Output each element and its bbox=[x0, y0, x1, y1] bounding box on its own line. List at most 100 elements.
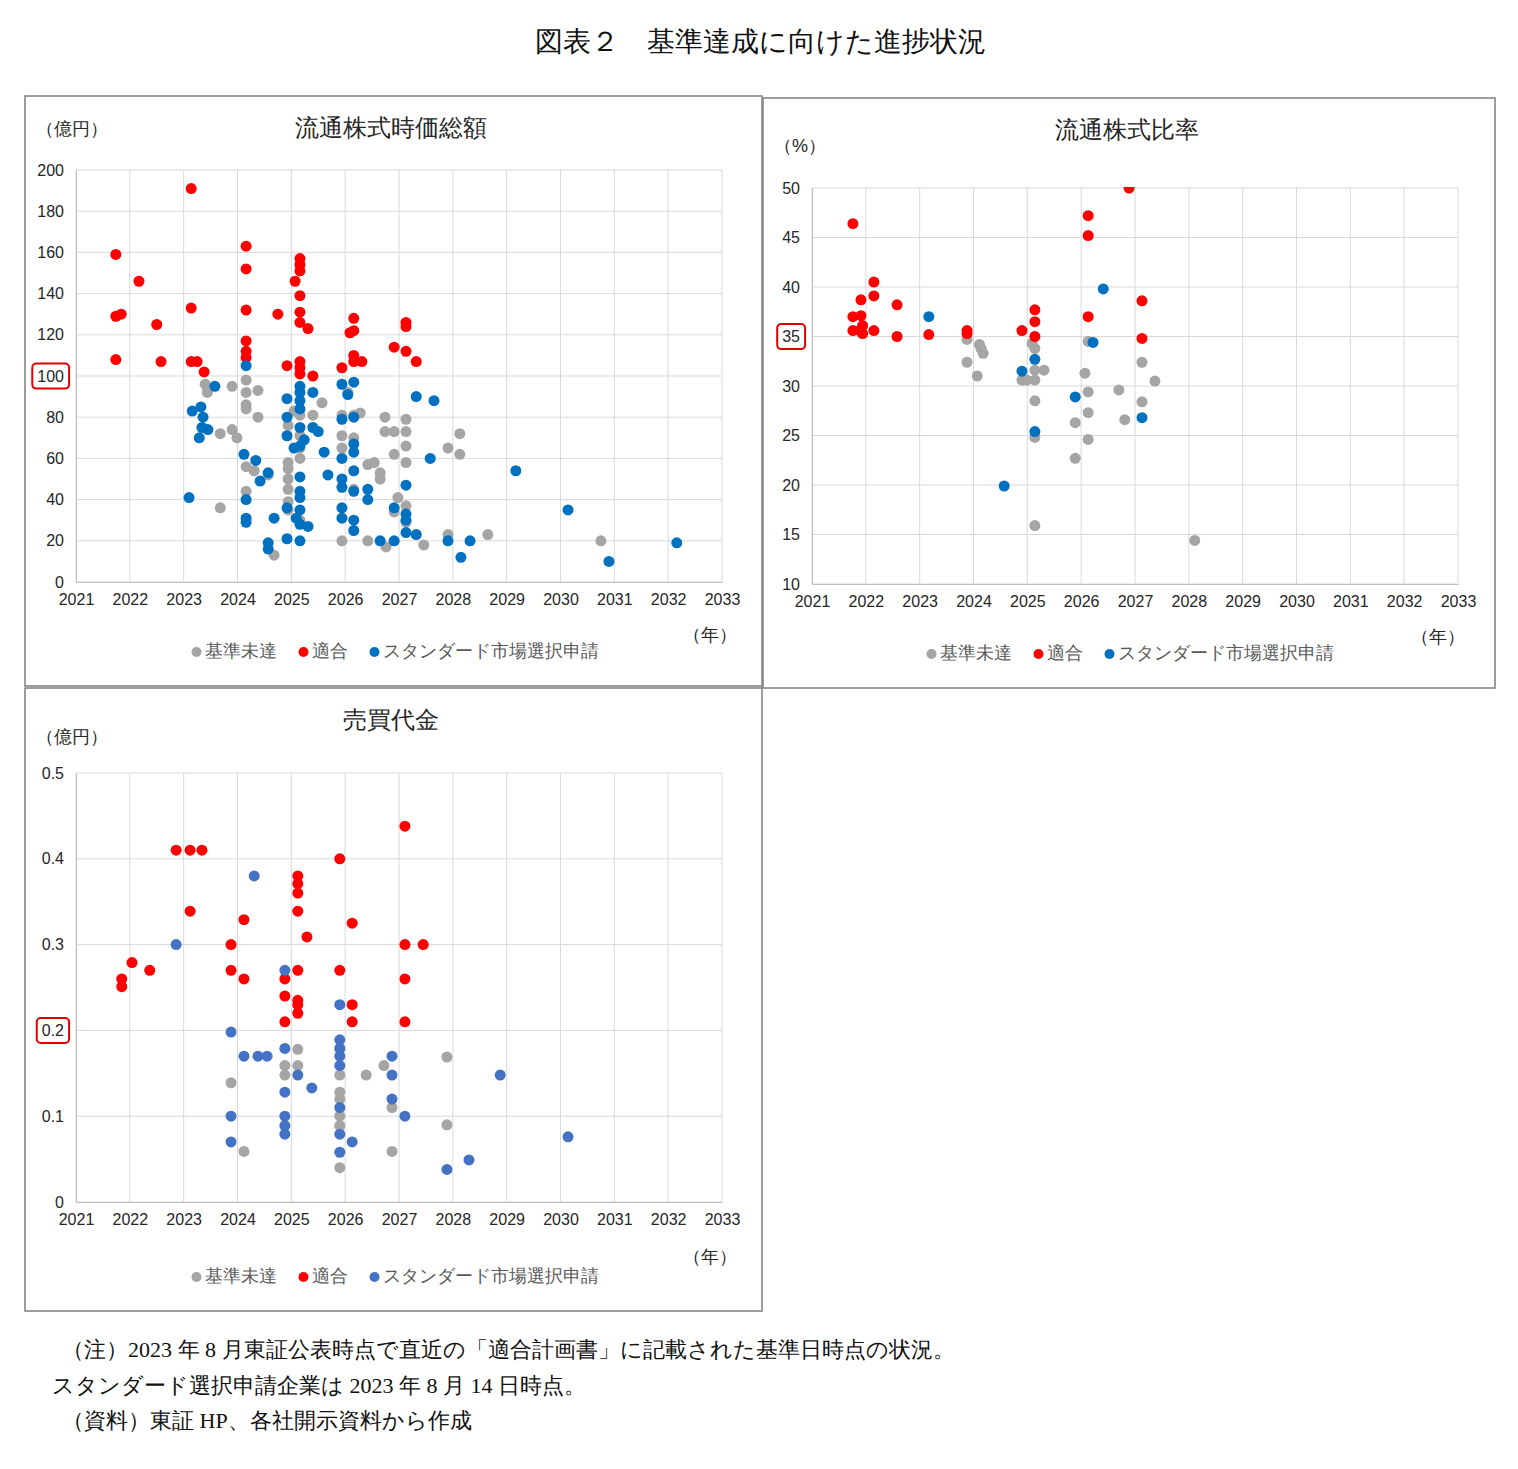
y-tick-label: 40 bbox=[46, 491, 64, 508]
x-tick-label: 2033 bbox=[705, 591, 741, 608]
x-tick-label: 2030 bbox=[543, 591, 579, 608]
point bbox=[283, 474, 294, 485]
point bbox=[868, 277, 879, 288]
legend-label: 適合 bbox=[312, 641, 348, 661]
point bbox=[441, 1164, 452, 1175]
point bbox=[847, 218, 858, 229]
point bbox=[1070, 391, 1081, 402]
point bbox=[1029, 316, 1040, 327]
point bbox=[400, 515, 411, 526]
chart-title: 流通株式比率 bbox=[1055, 116, 1199, 143]
point bbox=[1029, 354, 1040, 365]
y-axis: 020406080100120140160180200 bbox=[32, 162, 76, 591]
x-tick: 2025 bbox=[274, 1202, 310, 1228]
point bbox=[215, 428, 226, 439]
point bbox=[279, 1016, 290, 1027]
note: （資料）東証 HP、各社開示資料から作成 bbox=[62, 1408, 472, 1433]
y-tick-label: 0 bbox=[55, 574, 64, 591]
y-tick-label: 0.2 bbox=[42, 1022, 64, 1039]
grid-line-y bbox=[812, 287, 1458, 288]
grid-line-x bbox=[614, 773, 615, 1202]
y-tick-label: 60 bbox=[46, 450, 64, 467]
point bbox=[855, 310, 866, 321]
x-tick-label: 2031 bbox=[1333, 593, 1369, 610]
grid-line-x bbox=[452, 773, 453, 1202]
point bbox=[1039, 365, 1050, 376]
point bbox=[336, 482, 347, 493]
x-tick: 2033 bbox=[1441, 584, 1477, 610]
y-tick: 50 bbox=[782, 180, 812, 197]
point bbox=[400, 527, 411, 538]
x-tick-label: 2029 bbox=[489, 1211, 525, 1228]
x-tick: 2031 bbox=[597, 1202, 633, 1228]
point bbox=[1136, 412, 1147, 423]
point bbox=[279, 965, 290, 976]
plot-area bbox=[847, 187, 1200, 546]
point bbox=[375, 535, 386, 546]
x-tick-label: 2021 bbox=[59, 591, 95, 608]
point bbox=[282, 360, 293, 371]
point bbox=[226, 1111, 237, 1122]
x-tick: 2027 bbox=[382, 582, 418, 608]
x-tick: 2028 bbox=[1172, 584, 1208, 610]
y-tick: 0.2 bbox=[37, 1018, 76, 1043]
point bbox=[151, 319, 162, 330]
point bbox=[334, 1070, 345, 1081]
grid-line-x bbox=[76, 170, 77, 582]
point bbox=[336, 535, 347, 546]
note: （注）2023 年 8 月東証公表時点で直近の「適合計画書」に記載された基準日時… bbox=[62, 1337, 955, 1362]
legend-marker bbox=[1034, 649, 1044, 659]
legend: 基準未達適合スタンダード市場選択申請 bbox=[927, 643, 1334, 663]
x-tick: 2023 bbox=[902, 584, 938, 610]
point bbox=[279, 1129, 290, 1140]
point bbox=[387, 1070, 398, 1081]
y-tick-label: 45 bbox=[782, 229, 800, 246]
legend-item: スタンダード市場選択申請 bbox=[1105, 643, 1334, 663]
x-tick: 2029 bbox=[1225, 584, 1261, 610]
x-tick-label: 2024 bbox=[220, 1211, 256, 1228]
grid-line-y bbox=[76, 458, 722, 459]
point bbox=[184, 492, 195, 503]
point bbox=[110, 249, 121, 260]
x-tick: 2023 bbox=[166, 1202, 202, 1228]
point bbox=[387, 1094, 398, 1105]
point bbox=[171, 845, 182, 856]
x-tick-label: 2021 bbox=[59, 1211, 95, 1228]
point bbox=[226, 939, 237, 950]
point bbox=[1098, 283, 1109, 294]
point bbox=[855, 294, 866, 305]
grid-line-y bbox=[76, 1116, 722, 1117]
x-tick-label: 2030 bbox=[1279, 593, 1315, 610]
legend-item: 適合 bbox=[1034, 643, 1083, 663]
grid-line-y bbox=[76, 252, 722, 253]
grid-line-y bbox=[812, 534, 1458, 535]
x-tick-label: 2029 bbox=[1225, 593, 1261, 610]
point bbox=[334, 1147, 345, 1158]
point bbox=[282, 412, 293, 423]
point bbox=[347, 999, 358, 1010]
point bbox=[156, 356, 167, 367]
x-tick: 2033 bbox=[705, 582, 741, 608]
series bbox=[171, 870, 574, 1174]
point bbox=[1079, 368, 1090, 379]
point bbox=[196, 845, 207, 856]
point bbox=[399, 973, 410, 984]
point bbox=[283, 484, 294, 495]
grid-line-x bbox=[237, 773, 238, 1202]
point bbox=[185, 845, 196, 856]
point bbox=[226, 1136, 237, 1147]
y-tick: 140 bbox=[37, 285, 76, 302]
point bbox=[186, 183, 197, 194]
point bbox=[348, 325, 359, 336]
point bbox=[307, 387, 318, 398]
x-tick-label: 2024 bbox=[220, 591, 256, 608]
point bbox=[441, 1119, 452, 1130]
point bbox=[334, 1051, 345, 1062]
grid bbox=[76, 170, 722, 582]
x-tick: 2032 bbox=[1387, 584, 1423, 610]
point bbox=[1189, 535, 1200, 546]
point bbox=[294, 265, 305, 276]
point bbox=[303, 323, 314, 334]
y-tick-label: 10 bbox=[782, 576, 800, 593]
point bbox=[215, 502, 226, 513]
